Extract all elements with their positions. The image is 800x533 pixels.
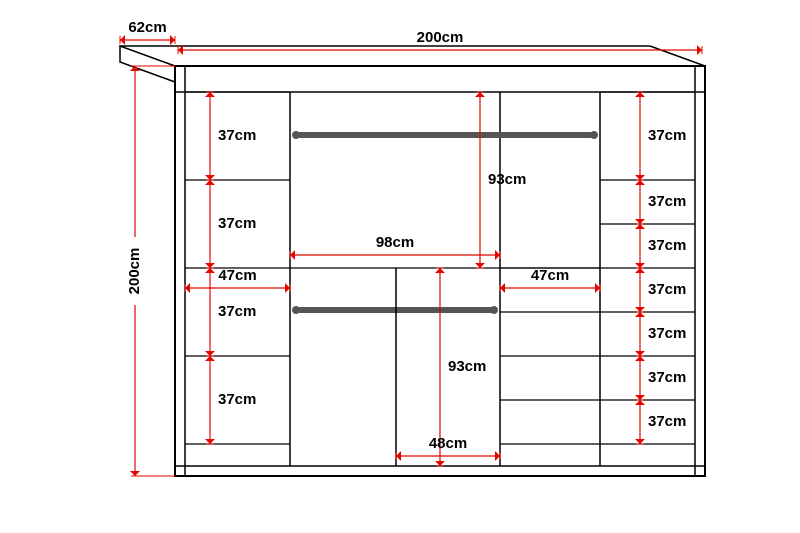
svg-text:37cm: 37cm (648, 127, 686, 144)
svg-text:37cm: 37cm (218, 391, 256, 408)
svg-text:93cm: 93cm (488, 171, 526, 188)
svg-text:37cm: 37cm (218, 215, 256, 232)
svg-text:37cm: 37cm (648, 193, 686, 210)
svg-text:200cm: 200cm (417, 29, 464, 46)
svg-text:37cm: 37cm (218, 127, 256, 144)
svg-text:98cm: 98cm (376, 234, 414, 251)
svg-text:47cm: 47cm (218, 267, 256, 284)
wardrobe-dimension-diagram: 200cm 62cm 200cm 37cm 37cm 37cm 37cm 37cm 37cm 37… (0, 0, 800, 533)
svg-text:62cm: 62cm (128, 19, 166, 36)
svg-text:48cm: 48cm (429, 435, 467, 452)
svg-text:200cm: 200cm (126, 248, 143, 295)
svg-text:47cm: 47cm (531, 267, 569, 284)
svg-text:37cm: 37cm (648, 369, 686, 386)
svg-text:93cm: 93cm (448, 358, 486, 375)
svg-text:37cm: 37cm (648, 281, 686, 298)
svg-text:37cm: 37cm (648, 325, 686, 342)
svg-text:37cm: 37cm (648, 413, 686, 430)
svg-text:37cm: 37cm (218, 303, 256, 320)
svg-text:37cm: 37cm (648, 237, 686, 254)
